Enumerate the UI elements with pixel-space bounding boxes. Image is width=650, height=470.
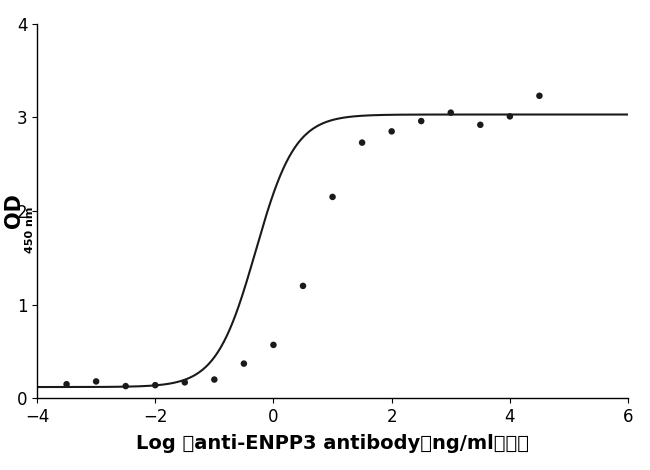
- Point: [357, 139, 367, 146]
- Point: [298, 282, 308, 290]
- Point: [150, 382, 161, 389]
- Point: [328, 193, 338, 201]
- Point: [209, 376, 220, 384]
- Point: [387, 128, 397, 135]
- X-axis label: Log （anti-ENPP3 antibody（ng/ml）　）: Log （anti-ENPP3 antibody（ng/ml） ）: [136, 434, 529, 454]
- Point: [475, 121, 486, 129]
- Point: [445, 109, 456, 117]
- Point: [179, 379, 190, 386]
- Point: [91, 378, 101, 385]
- Text: OD: OD: [4, 194, 24, 228]
- Point: [120, 382, 131, 390]
- Point: [61, 381, 72, 388]
- Point: [416, 118, 426, 125]
- Point: [268, 341, 279, 349]
- Point: [504, 113, 515, 120]
- Text: 450 nm: 450 nm: [25, 207, 35, 253]
- Point: [239, 360, 249, 368]
- Point: [534, 92, 545, 100]
